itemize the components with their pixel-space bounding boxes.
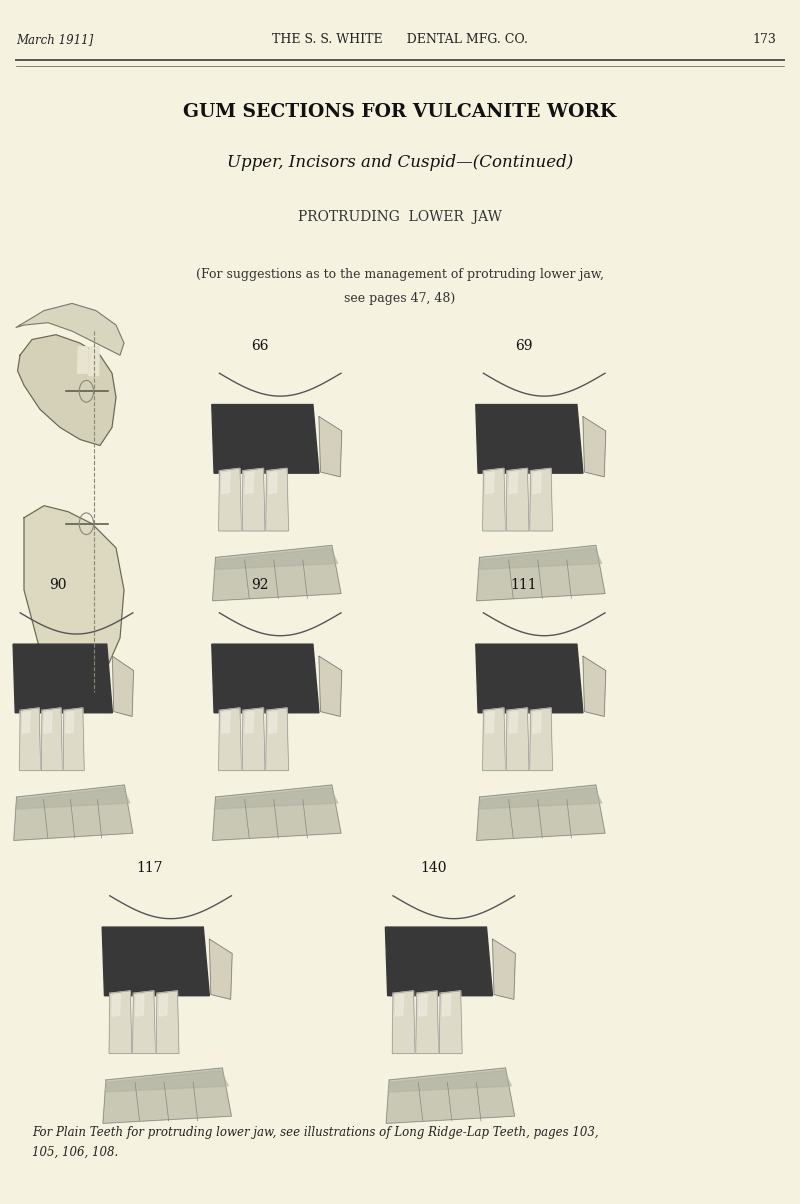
Polygon shape — [395, 995, 404, 1016]
Polygon shape — [18, 335, 116, 445]
Polygon shape — [44, 712, 52, 733]
Polygon shape — [416, 991, 438, 1054]
Polygon shape — [476, 644, 583, 713]
Polygon shape — [210, 939, 232, 999]
Polygon shape — [66, 712, 74, 733]
Polygon shape — [222, 712, 230, 733]
Polygon shape — [533, 712, 541, 733]
Polygon shape — [13, 644, 112, 713]
Polygon shape — [419, 995, 427, 1016]
Polygon shape — [246, 472, 254, 494]
Polygon shape — [476, 405, 583, 473]
Polygon shape — [530, 708, 553, 771]
Polygon shape — [78, 347, 88, 373]
Polygon shape — [136, 995, 144, 1016]
Polygon shape — [212, 644, 319, 713]
Text: PROTRUDING  LOWER  JAW: PROTRUDING LOWER JAW — [298, 209, 502, 224]
Polygon shape — [266, 708, 289, 771]
Text: 92: 92 — [251, 578, 269, 592]
Polygon shape — [486, 712, 494, 733]
Polygon shape — [22, 712, 30, 733]
Polygon shape — [15, 787, 130, 809]
Polygon shape — [246, 712, 254, 733]
Text: see pages 47, 48): see pages 47, 48) — [344, 293, 456, 305]
Polygon shape — [269, 712, 277, 733]
Polygon shape — [388, 1070, 511, 1092]
Polygon shape — [482, 468, 506, 531]
Polygon shape — [510, 712, 518, 733]
Polygon shape — [319, 656, 342, 716]
Polygon shape — [222, 472, 230, 494]
Polygon shape — [478, 548, 602, 569]
Polygon shape — [89, 347, 99, 376]
Polygon shape — [218, 708, 242, 771]
Text: 105, 106, 108.: 105, 106, 108. — [32, 1146, 118, 1158]
Polygon shape — [112, 656, 134, 716]
Polygon shape — [477, 785, 605, 840]
Polygon shape — [242, 468, 265, 531]
Polygon shape — [218, 468, 242, 531]
Polygon shape — [510, 472, 518, 494]
Polygon shape — [103, 1068, 231, 1123]
Text: 111: 111 — [510, 578, 537, 592]
Polygon shape — [386, 927, 493, 996]
Polygon shape — [159, 995, 167, 1016]
Polygon shape — [133, 991, 155, 1054]
Polygon shape — [105, 1070, 228, 1092]
Polygon shape — [213, 785, 341, 840]
Polygon shape — [213, 545, 341, 601]
Polygon shape — [63, 708, 84, 771]
Polygon shape — [214, 548, 338, 569]
Text: 90: 90 — [49, 578, 66, 592]
Polygon shape — [266, 468, 289, 531]
Polygon shape — [392, 991, 415, 1054]
Polygon shape — [156, 991, 179, 1054]
Text: GUM SECTIONS FOR VULCANITE WORK: GUM SECTIONS FOR VULCANITE WORK — [183, 104, 617, 120]
Text: For Plain Teeth for protruding lower jaw, see illustrations of Long Ridge-Lap Te: For Plain Teeth for protruding lower jaw… — [32, 1127, 598, 1139]
Polygon shape — [482, 708, 506, 771]
Polygon shape — [493, 939, 515, 999]
Polygon shape — [583, 656, 606, 716]
Polygon shape — [214, 787, 338, 809]
Polygon shape — [442, 995, 450, 1016]
Text: 117: 117 — [137, 861, 163, 875]
Polygon shape — [477, 545, 605, 601]
Text: 66: 66 — [251, 338, 269, 353]
Polygon shape — [112, 995, 121, 1016]
Polygon shape — [212, 405, 319, 473]
Polygon shape — [533, 472, 541, 494]
Polygon shape — [269, 472, 277, 494]
Polygon shape — [19, 708, 41, 771]
Text: THE S. S. WHITE      DENTAL MFG. CO.: THE S. S. WHITE DENTAL MFG. CO. — [272, 34, 528, 46]
Text: 140: 140 — [420, 861, 446, 875]
Text: (For suggestions as to the management of protruding lower jaw,: (For suggestions as to the management of… — [196, 268, 604, 281]
Polygon shape — [14, 785, 133, 840]
Text: March 1911]: March 1911] — [16, 34, 94, 46]
Polygon shape — [102, 927, 210, 996]
Polygon shape — [242, 708, 265, 771]
Polygon shape — [386, 1068, 514, 1123]
Polygon shape — [506, 708, 529, 771]
Polygon shape — [486, 472, 494, 494]
Polygon shape — [42, 708, 62, 771]
Polygon shape — [109, 991, 132, 1054]
Polygon shape — [583, 417, 606, 477]
Text: 69: 69 — [515, 338, 533, 353]
Polygon shape — [439, 991, 462, 1054]
Polygon shape — [24, 506, 124, 680]
Polygon shape — [530, 468, 553, 531]
Text: Upper, Incisors and Cuspid—(Continued): Upper, Incisors and Cuspid—(Continued) — [227, 154, 573, 171]
Text: 173: 173 — [752, 34, 776, 46]
Polygon shape — [478, 787, 602, 809]
Polygon shape — [319, 417, 342, 477]
Polygon shape — [506, 468, 529, 531]
Polygon shape — [16, 303, 124, 355]
